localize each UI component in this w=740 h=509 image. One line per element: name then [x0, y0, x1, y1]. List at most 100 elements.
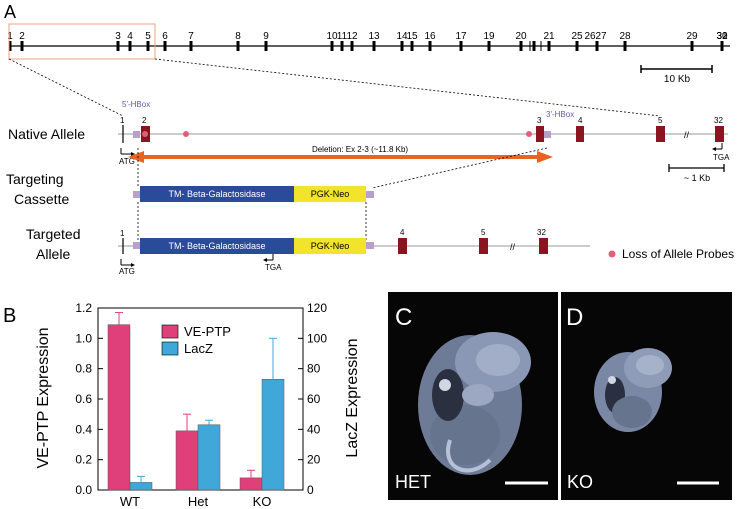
- hbox5: [133, 131, 140, 138]
- cassette-title-line2: Cassette: [14, 191, 69, 207]
- targeted-neo: [294, 238, 366, 254]
- cassette-tm: [140, 186, 294, 202]
- native-tga: TGA: [713, 153, 730, 162]
- y2-axis-ticks: 0 20 40 60 80 100 120: [298, 301, 327, 497]
- exon-tick: [487, 41, 491, 51]
- y-tick-label: 1.0: [75, 331, 92, 345]
- exon-tick: [400, 41, 404, 51]
- exon-tick-label: 3: [115, 31, 121, 42]
- x-category-label: KO: [253, 494, 272, 509]
- native-exon-5: [656, 126, 665, 142]
- bar-ve-ptp-het: [175, 430, 199, 491]
- chart-ylabel: VE-PTP Expression: [35, 327, 52, 468]
- exon-tick: [547, 41, 551, 51]
- cassette-tm-label: TM- Beta-Galactosidase: [168, 189, 265, 199]
- exon-tick: [8, 41, 12, 51]
- exon-tick-label: 29: [686, 31, 698, 42]
- exon-tick-label: 14: [396, 31, 408, 42]
- chart-bars: [107, 312, 285, 491]
- exon-tick-label: 28: [619, 31, 631, 42]
- hbox3: [544, 131, 551, 138]
- exon-tick: [146, 41, 150, 51]
- targeted-exon-4-label: 4: [400, 228, 405, 237]
- exon-tick: [20, 41, 24, 51]
- exon-tick: [410, 41, 414, 51]
- chart-legend: VE-PTP LacZ: [161, 324, 231, 356]
- deletion-label: Deletion: Ex 2-3 (~11.8 Kb): [312, 145, 408, 154]
- probe-legend-label: Loss of Allele Probes: [622, 247, 734, 261]
- hbox5-label: 5'-HBox: [122, 100, 150, 109]
- y2-tick-label: 20: [307, 453, 321, 467]
- targeted-exon-32: [539, 238, 548, 254]
- native-allele-title: Native Allele: [8, 126, 85, 142]
- exon-tick-label: 17: [455, 31, 467, 42]
- native-exon-5-label: 5: [658, 116, 663, 125]
- exon-tick: [163, 41, 167, 51]
- exon-tick-label: 15: [406, 31, 418, 42]
- exon-tick-label: 5: [145, 31, 151, 42]
- legend-swatch-lacz: [161, 341, 179, 356]
- exon-tick-label: 25: [571, 31, 583, 42]
- bar-lacz-wt: [129, 482, 153, 491]
- exon-tick-label: 30: [716, 31, 728, 42]
- x-axis-categories: WT Het KO: [120, 494, 272, 509]
- y-tick-label: 0.8: [75, 362, 92, 376]
- exon-tick: [128, 41, 132, 51]
- bar-chart: VE-PTP Expression LacZ Expression 0.0 0.2…: [35, 301, 361, 509]
- cassette-neo-label: PGK-Neo: [311, 189, 350, 199]
- targeting-cassette: Targeting Cassette TM- Beta-Galactosidas…: [6, 171, 374, 207]
- native-break-mark: //: [684, 130, 690, 140]
- exon-tick-label: 10: [326, 31, 338, 42]
- panel-d-label: D: [566, 304, 583, 331]
- exon-tick: [595, 41, 599, 51]
- y2-tick-label: 120: [307, 301, 327, 315]
- y-tick-label: 0.0: [75, 483, 92, 497]
- cassette-neo: [294, 186, 366, 202]
- exon-tick: [340, 41, 344, 51]
- targeted-title-line2: Allele: [36, 246, 70, 262]
- bar-lacz-het: [197, 424, 221, 491]
- exon-tick-label: 6: [162, 31, 168, 42]
- exon-tick-label: 12: [346, 31, 358, 42]
- y2-tick-label: 60: [307, 392, 321, 406]
- y-tick-label: 0.2: [75, 453, 92, 467]
- bar-ve-ptp-wt: [107, 324, 131, 491]
- probe-dot: [526, 131, 532, 137]
- exon-tick-label: 26: [584, 31, 596, 42]
- exon-tick-label: 27: [595, 31, 607, 42]
- exon-ticks: [8, 41, 724, 51]
- exon-tick: [720, 41, 724, 51]
- native-exon-32-label: 32: [714, 116, 723, 125]
- exon-tick-label: 7: [188, 31, 194, 42]
- exon-tick: [459, 41, 463, 51]
- probe-dot: [183, 131, 189, 137]
- tga-arrow: [712, 147, 716, 151]
- probe-dot: [142, 131, 148, 137]
- exon-tick-label: 1: [7, 31, 13, 42]
- svg-text://: //: [510, 242, 516, 252]
- exon-tick-label: 20: [515, 31, 527, 42]
- exon-tick: [264, 41, 268, 51]
- exon-tick: [236, 41, 240, 51]
- native-exon-2-label: 2: [142, 116, 147, 125]
- ko-embryo-image: D KO: [561, 292, 732, 500]
- chart-y2label: LacZ Expression: [344, 338, 361, 457]
- targeted-title-line1: Targeted: [26, 226, 80, 242]
- exon-tick-label: 2: [19, 31, 25, 42]
- ko-embryo: [594, 348, 672, 432]
- exon-tick-label: 9: [263, 31, 269, 42]
- legend-swatch-veptp: [161, 324, 179, 339]
- targeted-atg: ATG: [119, 267, 135, 276]
- y-axis-ticks: 0.0 0.2 0.4 0.6 0.8 1.0 1.2: [75, 301, 103, 497]
- y-tick-label: 1.2: [75, 301, 92, 315]
- targeted-exon-32-label: 32: [537, 228, 546, 237]
- native-atg: ATG: [119, 157, 135, 166]
- scale-bar-1kb-label: ~ 1 Kb: [684, 173, 710, 183]
- exon-tick-label: 32: [716, 31, 728, 42]
- het-embryo-image: C HET: [388, 292, 558, 500]
- exon-tick-label: 31: [716, 31, 728, 42]
- probe-legend-dot: [608, 250, 616, 258]
